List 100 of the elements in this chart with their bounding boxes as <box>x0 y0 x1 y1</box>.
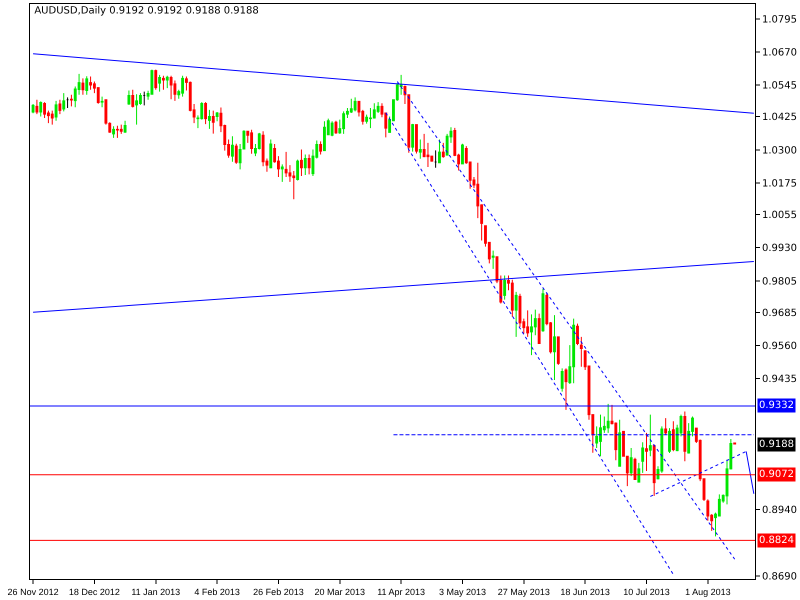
candlestick <box>434 150 438 168</box>
x-tick-label: 26 Nov 2012 <box>8 586 59 597</box>
candlestick <box>280 164 284 182</box>
candlestick <box>645 432 648 472</box>
candlestick <box>89 76 92 90</box>
candlestick <box>66 96 70 108</box>
y-tick-label: 0.9685 <box>762 308 797 320</box>
candlestick <box>618 419 622 468</box>
candlestick <box>342 110 346 134</box>
x-tick-label: 18 Jun 2013 <box>560 586 610 597</box>
candlestick <box>526 310 530 338</box>
y-tick-label: 0.9930 <box>762 243 797 254</box>
candlestick <box>733 442 736 445</box>
candlestick <box>304 154 307 176</box>
candlestick <box>510 279 514 318</box>
candlestick <box>492 250 495 270</box>
candlestick <box>606 403 610 434</box>
y-tick-label: 0.8940 <box>762 505 797 516</box>
candlestick <box>503 274 506 300</box>
candlestick <box>668 428 671 454</box>
candlestick <box>350 98 353 114</box>
x-tick-label: 27 May 2013 <box>498 586 550 597</box>
candlestick <box>35 99 38 115</box>
candlestick <box>250 129 254 154</box>
candlestick <box>530 314 533 356</box>
y-tick-label: 1.0425 <box>762 112 797 124</box>
y-tick-label: 1.0300 <box>762 145 797 156</box>
candlestick <box>269 138 272 169</box>
candlestick <box>127 90 130 106</box>
x-tick-label: 11 Apr 2013 <box>377 586 426 597</box>
candlestick <box>648 414 652 457</box>
candlestick <box>54 100 58 122</box>
candlestick <box>334 120 338 134</box>
candlestick <box>553 314 556 381</box>
chart-title: AUDUSD,Daily 0.9192 0.9192 0.9188 0.9188 <box>34 5 259 16</box>
y-tick-label: 1.0055 <box>762 210 797 222</box>
x-tick-label: 18 Dec 2012 <box>68 586 120 597</box>
candlestick <box>39 100 42 117</box>
candlestick <box>212 110 215 134</box>
candlestick <box>415 124 418 154</box>
candlestick <box>100 96 104 108</box>
candlestick <box>81 78 84 96</box>
y-tick-label: 1.0795 <box>762 14 797 26</box>
annotation: 0.9188 <box>759 439 794 450</box>
candlestick <box>514 291 518 338</box>
ref-line-label: 0.8824 <box>759 535 794 546</box>
candlestick <box>442 142 445 158</box>
ref-line-label: 0.9332 <box>759 400 794 411</box>
candlestick <box>208 109 211 130</box>
candlestick <box>120 124 123 134</box>
y-tick-label: 1.0175 <box>762 178 797 190</box>
x-tick-label: 1 Aug 2013 <box>685 586 731 597</box>
candlestick <box>576 323 579 346</box>
candlestick <box>461 143 464 165</box>
candlestick <box>672 420 675 452</box>
x-tick-label: 4 Feb 2013 <box>194 586 240 597</box>
candlestick <box>564 368 568 410</box>
candlestick <box>542 288 544 332</box>
candlestick <box>300 149 303 176</box>
candlestick <box>170 75 173 100</box>
candlestick <box>43 102 46 119</box>
candlestick <box>319 140 322 156</box>
candlestick <box>330 120 334 137</box>
candlestick <box>572 318 576 384</box>
candlestick <box>560 368 564 392</box>
candlestick <box>556 336 560 366</box>
x-tick-label: 20 Mar 2013 <box>314 586 366 597</box>
candlestick <box>580 336 583 368</box>
candlestick <box>418 138 422 160</box>
candlestick <box>181 75 184 98</box>
candlestick <box>112 126 116 138</box>
x-tick-label: 11 Jan 2013 <box>131 586 180 597</box>
candlestick <box>166 75 169 89</box>
candlestick <box>50 110 54 126</box>
candlestick <box>135 94 138 126</box>
candlestick <box>131 89 134 108</box>
candlestick <box>296 159 300 181</box>
candlestick <box>411 123 414 152</box>
candlestick <box>85 76 88 96</box>
candlestick <box>664 418 668 436</box>
y-tick-label: 0.9560 <box>762 341 797 352</box>
candlestick <box>230 136 234 162</box>
candlestick <box>173 80 176 102</box>
candlestick <box>438 138 441 164</box>
candlestick <box>234 143 238 164</box>
x-tick-label: 3 May 2013 <box>438 586 486 597</box>
candlestick <box>308 154 311 175</box>
y-tick-label: 1.0670 <box>762 47 797 58</box>
candlestick <box>284 151 288 178</box>
candlestick <box>162 75 165 90</box>
y-tick-label: 0.9435 <box>762 374 797 386</box>
candlestick <box>323 120 326 152</box>
candlestick <box>158 74 162 92</box>
x-tick-label: 10 Jul 2013 <box>623 586 670 597</box>
candlestick <box>354 96 357 112</box>
candlestick <box>683 411 686 462</box>
y-tick-label: 1.0545 <box>762 80 797 92</box>
candlestick <box>142 91 146 106</box>
candlestick <box>124 120 127 134</box>
candlestick <box>32 104 35 114</box>
